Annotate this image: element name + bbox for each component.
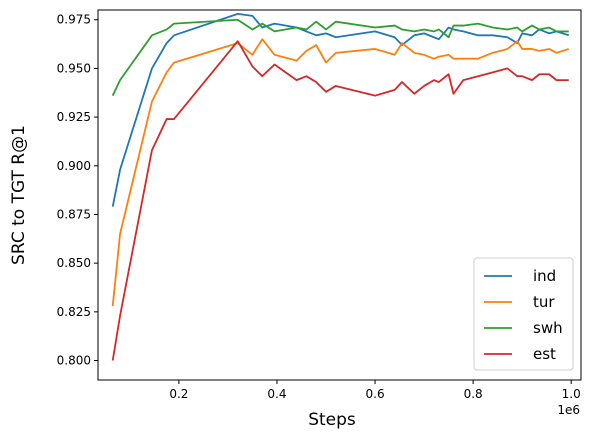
y-tick-label: 0.825	[57, 305, 91, 319]
y-tick-label: 0.975	[57, 13, 91, 27]
legend-label-swh: swh	[533, 319, 563, 337]
y-tick-label: 0.900	[57, 159, 91, 173]
legend-box	[473, 257, 574, 371]
x-axis-ticks: 0.2 0.4 0.6 0.8 1.0	[169, 380, 581, 401]
y-tick-label: 0.875	[57, 207, 91, 221]
legend: ind tur swh est	[473, 257, 574, 371]
legend-label-ind: ind	[533, 267, 556, 285]
y-axis-ticks: 0.800 0.825 0.850 0.875 0.900 0.925 0.950 0.975	[57, 13, 98, 368]
legend-label-tur: tur	[533, 293, 555, 311]
series-line-swh	[111, 18, 569, 97]
x-tick-label: 0.4	[267, 387, 286, 401]
x-tick-label: 0.8	[464, 387, 483, 401]
series-line-tur	[111, 38, 570, 307]
y-tick-label: 0.850	[57, 256, 91, 270]
x-tick-label: 1.0	[562, 387, 581, 401]
x-axis-label: Steps	[308, 410, 356, 430]
series-line-ind	[111, 12, 570, 207]
x-axis-offset-label: 1e6	[557, 403, 580, 417]
legend-label-est: est	[533, 345, 556, 363]
x-tick-label: 0.6	[366, 387, 385, 401]
y-tick-label: 0.950	[57, 61, 91, 75]
y-axis-label: SRC to TGT R@1	[9, 125, 29, 265]
y-tick-label: 0.925	[57, 110, 91, 124]
y-tick-label: 0.800	[57, 354, 91, 368]
x-tick-label: 0.2	[169, 387, 188, 401]
series-layer	[111, 12, 570, 361]
series-line-est	[111, 40, 569, 361]
